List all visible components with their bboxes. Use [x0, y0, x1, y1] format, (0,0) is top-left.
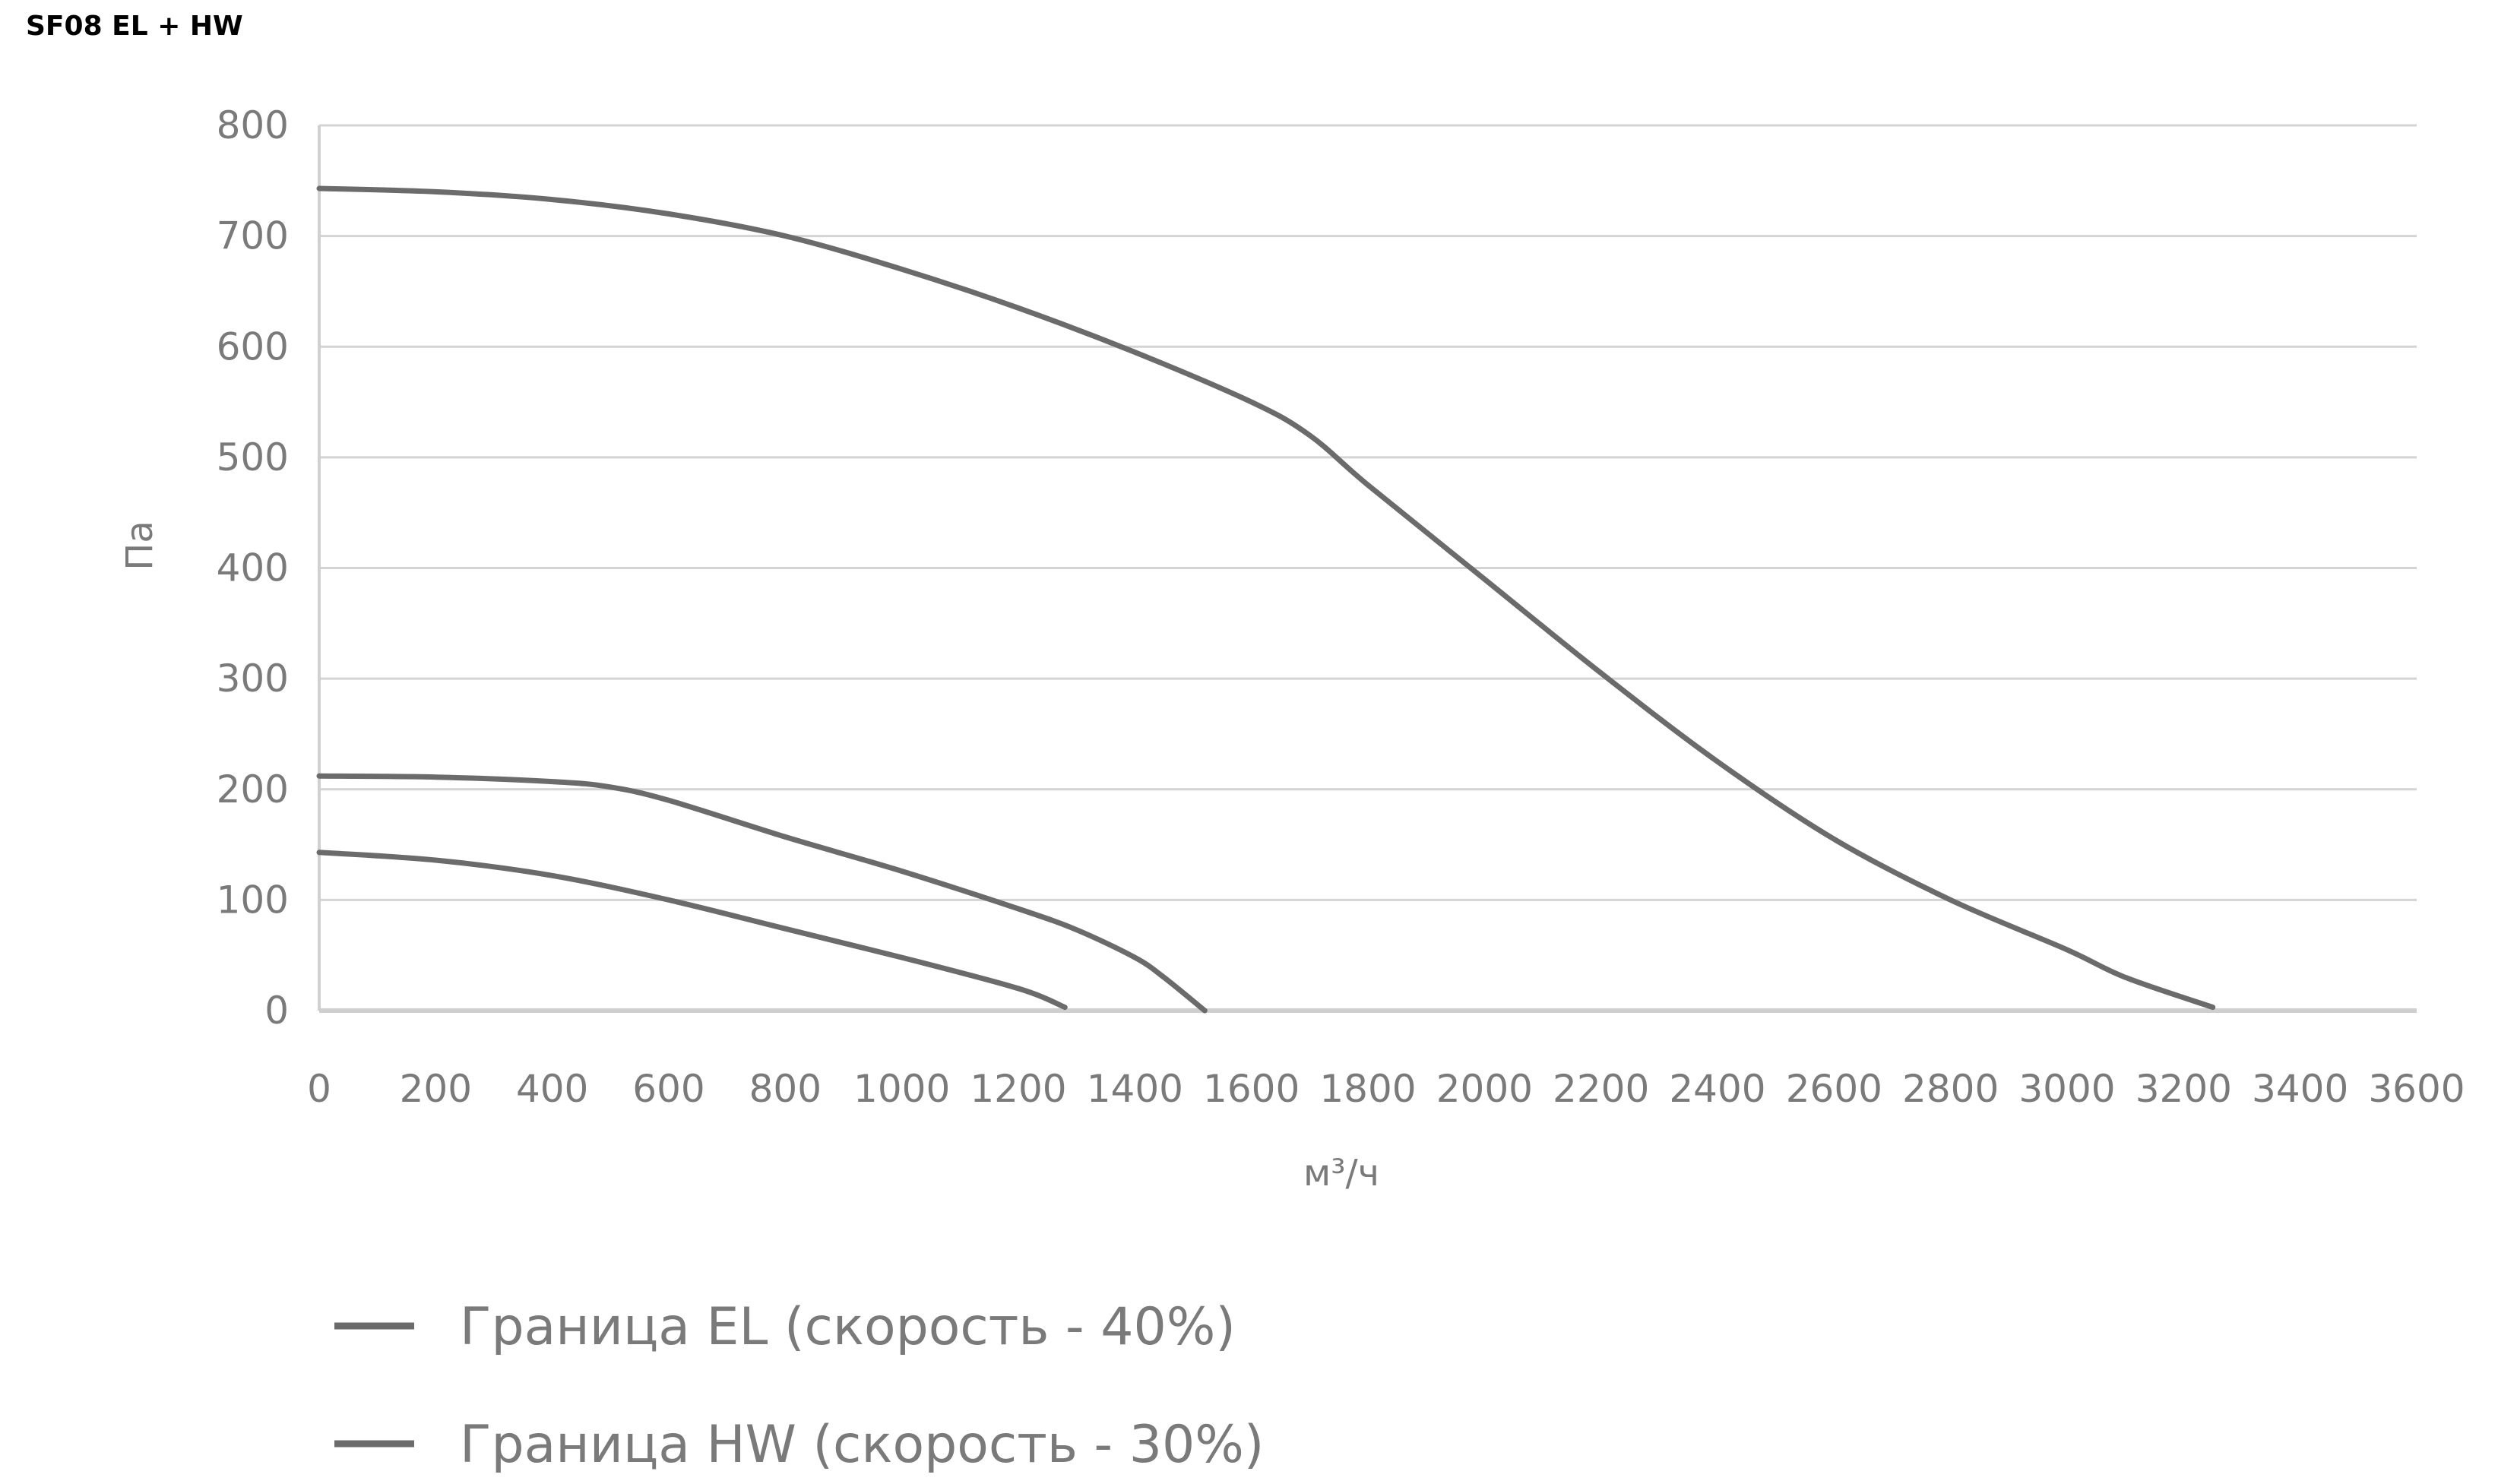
- x-axis-label: м³/ч: [1303, 1152, 1379, 1194]
- x-tick-label-3200: 3200: [2135, 1067, 2232, 1111]
- y-tick-label-200: 200: [217, 767, 289, 812]
- x-tick-label-400: 400: [516, 1067, 588, 1111]
- x-tick-label-1800: 1800: [1319, 1067, 1416, 1111]
- x-tick-label-200: 200: [400, 1067, 472, 1111]
- y-tick-label-0: 0: [264, 989, 289, 1033]
- grid-layer: [319, 124, 2417, 901]
- x-tick-label-3000: 3000: [2018, 1067, 2115, 1111]
- x-tick-label-2600: 2600: [1786, 1067, 1882, 1111]
- x-tick-label-1000: 1000: [853, 1067, 950, 1111]
- y-tick-label-400: 400: [217, 546, 289, 590]
- legend: Граница EL (скорость - 40%) Граница HW (с…: [334, 1297, 1264, 1475]
- y-axis-label: Па: [119, 521, 161, 571]
- x-tick-label-3600: 3600: [2368, 1067, 2465, 1111]
- series-line-3: [316, 850, 1068, 1011]
- x-tick-label-2400: 2400: [1669, 1067, 1765, 1111]
- y-tick-label-600: 600: [217, 324, 289, 369]
- y-tick-label-700: 700: [217, 214, 289, 258]
- x-tick-label-3400: 3400: [2252, 1067, 2348, 1111]
- x-tick-label-0: 0: [307, 1067, 331, 1111]
- x-tick-label-1600: 1600: [1203, 1067, 1300, 1111]
- chart-title: SF08 EL + HW: [26, 11, 243, 42]
- axis-layer: [318, 125, 2417, 1013]
- x-tick-label-2200: 2200: [1553, 1067, 1649, 1111]
- series-line-1: [316, 185, 2216, 1011]
- x-tick-label-1200: 1200: [970, 1067, 1066, 1111]
- legend-label-1: Граница EL (скорость - 40%): [460, 1297, 1236, 1357]
- y-tick-label-300: 300: [217, 657, 289, 701]
- y-tick-label-800: 800: [217, 103, 289, 147]
- series-layer: [316, 185, 2216, 1014]
- x-tick-label-1400: 1400: [1087, 1067, 1183, 1111]
- x-tick-label-2000: 2000: [1436, 1067, 1533, 1111]
- y-tick-label-100: 100: [217, 878, 289, 922]
- x-tick-label-800: 800: [749, 1067, 822, 1111]
- x-tick-label-2800: 2800: [1902, 1067, 1999, 1111]
- series-line-2: [316, 773, 1208, 1014]
- x-tick-label-600: 600: [632, 1067, 704, 1111]
- y-tick-label-500: 500: [217, 435, 289, 479]
- tick-layer: 0 100 200 300 400 500 600 700 800 0 200 400 600 800 10…: [217, 103, 2465, 1111]
- legend-label-2: Граница HW (скорость - 30%): [460, 1415, 1264, 1475]
